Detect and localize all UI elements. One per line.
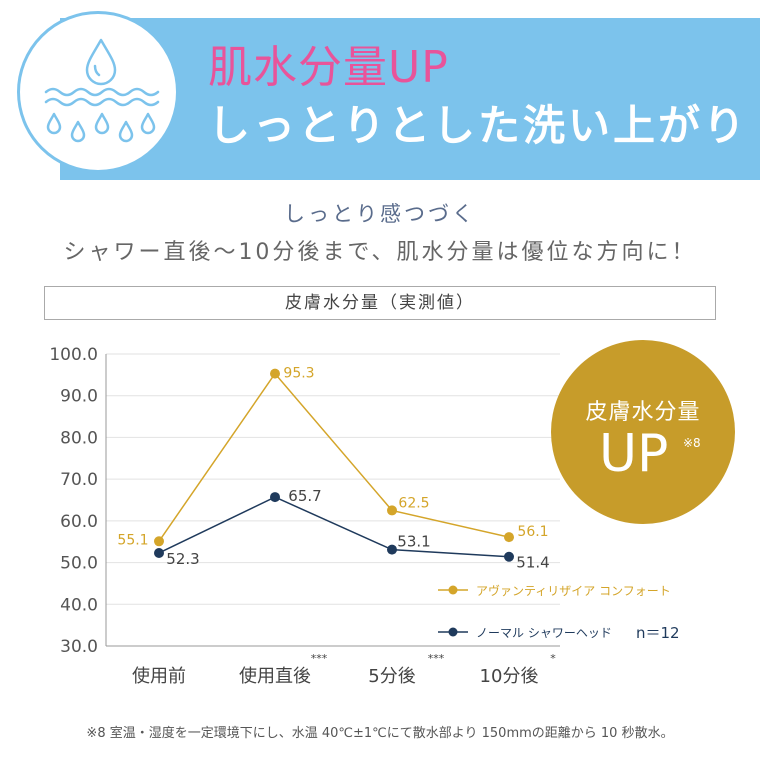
data-point (504, 551, 514, 562)
legend-label: ノーマル シャワーヘッド (476, 626, 612, 640)
legend-marker (448, 585, 458, 595)
data-point (154, 547, 164, 558)
badge-note: ※8 (683, 436, 701, 450)
footnote: ※8 室温・湿度を一定環境下にし、水温 40℃±1℃にて散水部より 150mmの… (86, 726, 674, 741)
x-tick-label: 使用前 (132, 666, 186, 687)
sample-size: n＝12 (636, 624, 680, 642)
lead-line-2: シャワー直後〜10分後まで、肌水分量は優位な方向に！ (63, 240, 697, 265)
y-tick-label: 60.0 (60, 512, 98, 532)
data-label: 56.1 (517, 524, 548, 540)
data-point (387, 544, 397, 555)
water-drops-icon (17, 11, 179, 173)
data-point (504, 532, 514, 543)
x-tick-label: 10分後 (480, 666, 539, 687)
badge-label: 皮膚水分量 (585, 400, 701, 425)
y-tick-label: 50.0 (60, 554, 98, 574)
moisture-up-badge: 皮膚水分量 UP ※8 (551, 340, 735, 524)
legend-label: アヴァンティリザイア コンフォート (476, 583, 671, 598)
badge-up-text: UP (599, 424, 669, 484)
data-point (270, 368, 280, 379)
data-label: 62.5 (398, 495, 429, 511)
x-tick-label: 使用直後 (239, 666, 311, 687)
data-point (270, 492, 280, 503)
y-tick-label: 90.0 (60, 387, 98, 407)
y-tick-label: 30.0 (60, 637, 98, 657)
data-label: 52.3 (166, 550, 199, 568)
data-label: 55.1 (117, 532, 148, 548)
headline: 肌水分量UP (208, 42, 449, 93)
significance-mark: *** (311, 652, 328, 665)
series-line-2 (158, 496, 510, 558)
data-label: 95.3 (283, 366, 314, 382)
significance-mark: * (550, 652, 556, 665)
data-label: 53.1 (397, 533, 430, 551)
x-tick-label: 5分後 (368, 666, 415, 687)
y-tick-label: 100.0 (49, 345, 98, 365)
legend-marker (448, 627, 458, 637)
significance-mark: *** (428, 652, 445, 665)
y-tick-label: 40.0 (60, 595, 98, 615)
data-label: 51.4 (516, 554, 549, 572)
data-point (387, 505, 397, 516)
data-point (154, 536, 164, 547)
data-label: 65.7 (288, 487, 321, 505)
series-line-1 (158, 372, 510, 542)
lead-line-1: しっとり感つづく (284, 202, 476, 226)
chart-title: 皮膚水分量（実測値） (44, 286, 716, 320)
y-tick-label: 80.0 (60, 428, 98, 448)
subheadline: しっとりとした洗い上がり (208, 101, 749, 150)
y-tick-label: 70.0 (60, 470, 98, 490)
